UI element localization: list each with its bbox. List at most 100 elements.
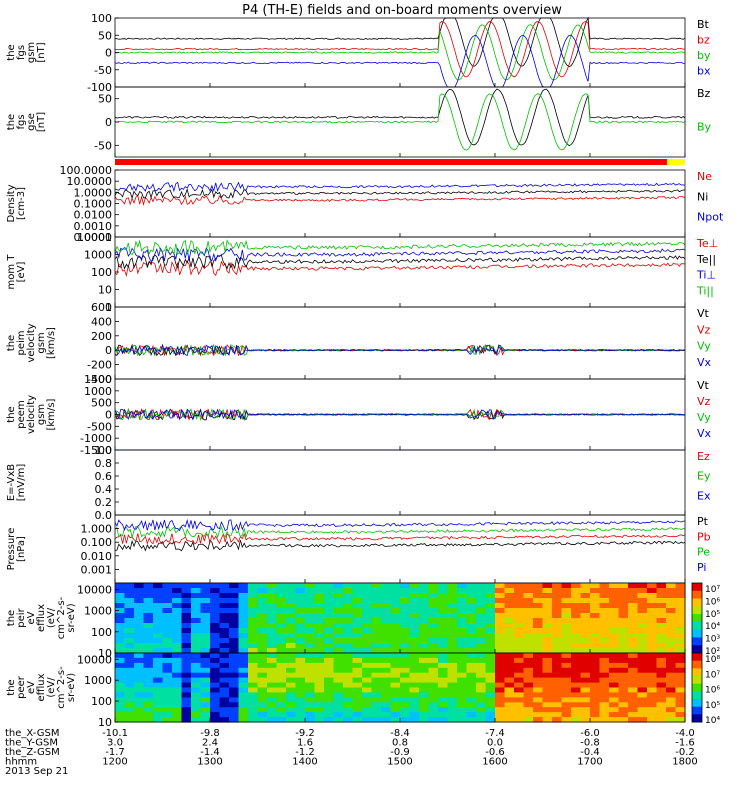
colorbar-tick-label: 10² bbox=[705, 647, 720, 657]
spectrogram-cell bbox=[552, 608, 563, 614]
spectrogram-cell bbox=[409, 682, 420, 689]
legend-entry: Vx bbox=[697, 427, 712, 440]
y-tick-label: 600 bbox=[91, 301, 112, 314]
colorbar-tick-label: 10³ bbox=[705, 635, 720, 645]
spectrogram-cell bbox=[419, 603, 430, 609]
spectrogram-cell bbox=[514, 702, 525, 708]
spectrogram-cell bbox=[362, 677, 373, 684]
spectrogram-cell bbox=[533, 682, 544, 689]
legend-entry: bx bbox=[697, 65, 711, 78]
colorbar-segment bbox=[692, 645, 702, 654]
spectrogram-cell bbox=[466, 672, 477, 679]
spectrogram-cell bbox=[552, 697, 563, 703]
spectrogram-cell bbox=[637, 707, 648, 713]
spectrogram-cell bbox=[200, 603, 211, 609]
spectrogram-cell bbox=[124, 628, 135, 634]
spectrogram-cell bbox=[514, 593, 525, 599]
spectrogram-cell bbox=[637, 583, 648, 589]
spectrogram-cell bbox=[466, 687, 477, 693]
spectrogram-cell bbox=[419, 598, 430, 604]
y-tick-label: 500 bbox=[91, 397, 112, 410]
spectrogram-cell bbox=[352, 633, 363, 639]
spectrogram-cell bbox=[124, 598, 135, 604]
spectrogram-cell bbox=[324, 613, 335, 619]
spectrogram-cell bbox=[533, 712, 544, 718]
y-axis-label: eV bbox=[26, 611, 37, 624]
spectrogram-cell bbox=[523, 682, 534, 689]
spectrogram-cell bbox=[124, 702, 135, 708]
spectrogram-cell bbox=[656, 623, 667, 629]
spectrogram-cell bbox=[438, 648, 449, 654]
spectrogram-cell bbox=[238, 623, 249, 629]
spectrogram-cell bbox=[476, 588, 487, 594]
spectrogram-cell bbox=[618, 677, 629, 684]
spectrogram-cell bbox=[485, 687, 496, 693]
spectrogram-cell bbox=[267, 657, 278, 664]
spectrogram-cell bbox=[390, 707, 401, 713]
spectrogram-cell bbox=[200, 653, 211, 659]
spectrogram-cell bbox=[143, 613, 154, 619]
spectrogram-cell bbox=[618, 712, 629, 718]
spectrogram-cell bbox=[400, 583, 411, 589]
spectrogram-cell bbox=[428, 717, 439, 723]
spectrogram-cell bbox=[248, 613, 259, 619]
series-line-pressure-Pb bbox=[114, 532, 686, 545]
spectrogram-cell bbox=[352, 618, 363, 624]
spectrogram-cell bbox=[134, 598, 145, 604]
spectrogram-cell bbox=[219, 702, 230, 708]
spectrogram-cell bbox=[552, 682, 563, 689]
spectrogram-cell bbox=[504, 662, 515, 669]
colorbar-tick-label: 10⁶ bbox=[705, 686, 720, 696]
spectrogram-cell bbox=[333, 657, 344, 664]
spectrogram-cell bbox=[229, 633, 240, 639]
spectrogram-cell bbox=[438, 677, 449, 684]
spectrogram-cell bbox=[229, 672, 240, 679]
ephemeris-value: -4.0 bbox=[675, 728, 695, 739]
spectrogram-cell bbox=[352, 648, 363, 654]
spectrogram-cell bbox=[618, 653, 629, 659]
spectrogram-cell bbox=[561, 583, 572, 589]
spectrogram-cell bbox=[162, 613, 173, 619]
spectrogram-cell bbox=[485, 628, 496, 634]
spectrogram-cell bbox=[229, 603, 240, 609]
spectrogram-cell bbox=[599, 662, 610, 669]
spectrogram-cell bbox=[580, 717, 591, 723]
spectrogram-cell bbox=[628, 583, 639, 589]
y-tick-label: 0.6 bbox=[95, 470, 113, 483]
spectrogram-cell bbox=[628, 628, 639, 634]
spectrogram-cell bbox=[561, 697, 572, 703]
spectrogram-cell bbox=[618, 613, 629, 619]
spectrogram-cell bbox=[267, 608, 278, 614]
colorbar-tick-label: 10⁷ bbox=[705, 585, 720, 595]
spectrogram-cell bbox=[675, 662, 686, 669]
spectrogram-cell bbox=[314, 643, 325, 649]
spectrogram-cell bbox=[571, 598, 582, 604]
spectrogram-cell bbox=[390, 613, 401, 619]
spectrogram-cell bbox=[229, 643, 240, 649]
spectrogram-cell bbox=[371, 677, 382, 684]
spectrogram-cell bbox=[248, 593, 259, 599]
spectrogram-cell bbox=[675, 588, 686, 594]
spectrogram-cell bbox=[219, 677, 230, 684]
spectrogram-cell bbox=[514, 633, 525, 639]
spectrogram-cell bbox=[295, 677, 306, 684]
spectrogram-cell bbox=[153, 588, 164, 594]
spectrogram-cell bbox=[485, 623, 496, 629]
spectrogram-cell bbox=[542, 692, 553, 698]
spectrogram-cell bbox=[172, 697, 183, 703]
spectrogram-cell bbox=[400, 623, 411, 629]
spectrogram-cell bbox=[210, 583, 221, 589]
spectrogram-cell bbox=[571, 677, 582, 684]
spectrogram-cell bbox=[580, 687, 591, 693]
spectrogram-cell bbox=[400, 588, 411, 594]
spectrogram-cell bbox=[590, 583, 601, 589]
spectrogram-cell bbox=[172, 702, 183, 708]
spectrogram-cell bbox=[609, 657, 620, 664]
spectrogram-cell bbox=[580, 657, 591, 664]
spectrogram-cell bbox=[257, 657, 268, 664]
spectrogram-cell bbox=[438, 608, 449, 614]
spectrogram-cell bbox=[495, 697, 506, 703]
spectrogram-cell bbox=[409, 588, 420, 594]
spectrogram-cell bbox=[248, 583, 259, 589]
